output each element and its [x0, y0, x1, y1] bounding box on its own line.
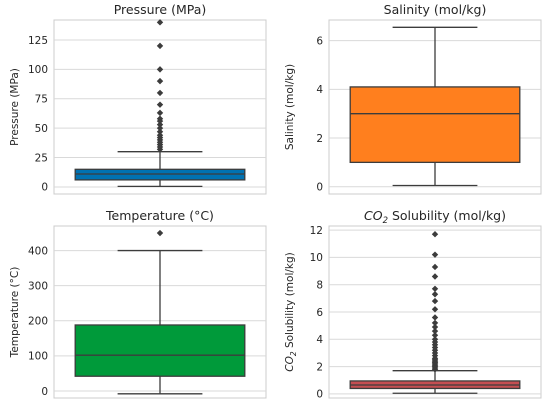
outlier-point: [156, 128, 164, 135]
y-tick-label: 6: [316, 307, 323, 319]
outlier-point: [431, 332, 439, 339]
y-tick-label: 0: [41, 386, 48, 398]
outlier-point: [431, 230, 439, 238]
subplot-title: Temperature (°C): [105, 208, 214, 223]
outlier-point: [431, 314, 439, 321]
outlier-point: [431, 297, 439, 305]
outlier-point: [431, 285, 439, 292]
y-tick-label: 200: [28, 316, 48, 328]
outlier-point: [156, 115, 164, 122]
y-tick-label: 75: [35, 94, 48, 106]
outlier-point: [156, 101, 164, 108]
y-axis-label: CO2 Solubility (mol/kg): [284, 252, 298, 372]
y-tick-label: 400: [28, 245, 48, 257]
outlier-point: [156, 42, 164, 50]
subplot-1: 0 25 50 75 100 125 Pressure (MPa) Pressure (MPa…: [9, 2, 267, 195]
outlier-point: [156, 77, 164, 85]
y-tick-label: 0: [316, 181, 323, 193]
box: [349, 86, 521, 164]
y-tick-label: 0: [41, 182, 48, 194]
outlier-point: [156, 229, 164, 237]
outlier-point: [156, 109, 164, 117]
y-axis-label: Temperature (°C): [9, 267, 21, 359]
y-tick-label: 300: [28, 280, 48, 292]
outlier-point: [431, 327, 439, 335]
outlier-point: [431, 323, 439, 331]
outlier-point: [156, 89, 164, 97]
box: [74, 324, 246, 377]
subplot-title: CO2 Solubility (mol/kg): [364, 208, 506, 226]
outlier-point: [156, 121, 164, 128]
outlier-point: [156, 124, 164, 132]
y-tick-label: 12: [310, 225, 323, 237]
outlier-point: [431, 306, 439, 313]
outlier-point: [156, 66, 164, 73]
y-tick-label: 125: [28, 35, 48, 47]
y-tick-label: 0: [316, 389, 323, 401]
outlier-point: [431, 251, 439, 258]
y-tick-label: 4: [316, 334, 323, 346]
outlier-point: [431, 263, 439, 271]
y-tick-label: 100: [28, 64, 48, 76]
y-tick-label: 50: [35, 123, 48, 135]
outlier-point: [431, 319, 439, 327]
outlier-point: [156, 132, 164, 139]
subplot-4: 0 2 4 6 8 10 12 CO2 Solubility (mol/kg) CO2 Solu…: [284, 208, 542, 401]
subplot-title: Salinity (mol/kg): [384, 2, 487, 17]
outlier-point: [431, 336, 439, 343]
subplot-title: Pressure (MPa): [114, 2, 207, 17]
y-tick-label: 25: [35, 152, 48, 164]
outlier-point: [431, 273, 439, 280]
y-axis-label: Pressure (MPa): [9, 68, 21, 146]
outlier-point: [156, 19, 164, 26]
y-tick-label: 100: [28, 351, 48, 363]
y-tick-label: 4: [316, 84, 323, 96]
y-tick-label: 8: [316, 279, 323, 291]
subplot-3: 0 100 200 300 400 Temperature (°C) Temperature…: [9, 208, 267, 399]
y-tick-label: 10: [310, 252, 323, 264]
y-tick-label: 6: [316, 35, 323, 47]
y-tick-label: 2: [316, 361, 323, 373]
subplot-2: 0 2 4 6 Salinity (mol/kg) Salinity (mol/kg): [284, 2, 542, 195]
y-axis-label: Salinity (mol/kg): [284, 64, 296, 150]
outlier-point: [431, 291, 439, 298]
y-tick-label: 2: [316, 133, 323, 145]
